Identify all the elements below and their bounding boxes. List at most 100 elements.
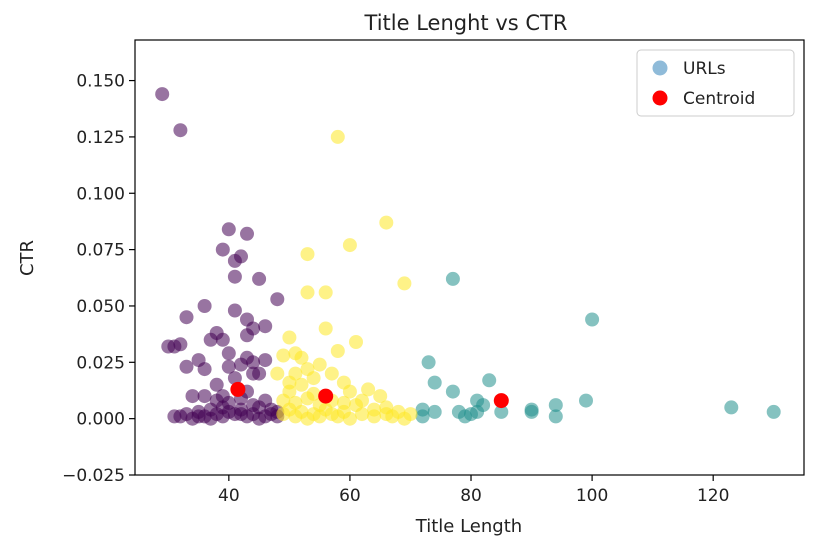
data-point: [179, 310, 194, 325]
y-tick-label: 0.125: [76, 128, 125, 148]
data-point: [397, 276, 412, 291]
data-point: [355, 407, 369, 422]
data-point: [227, 269, 242, 284]
data-point: [427, 375, 442, 390]
data-point: [282, 330, 297, 345]
data-point: [300, 285, 315, 300]
plot-frame: [134, 39, 805, 476]
data-point: [270, 366, 285, 381]
data-point: [494, 404, 509, 419]
data-point: [215, 332, 230, 347]
data-point: [336, 395, 351, 410]
data-point: [342, 411, 357, 426]
x-tick-label: 40: [218, 486, 240, 506]
data-point: [221, 222, 236, 237]
data-point: [300, 247, 315, 262]
legend: URLs Centroid: [636, 49, 795, 117]
legend-box: [636, 49, 795, 117]
centroid-point: [318, 388, 334, 404]
data-point: [173, 123, 188, 138]
data-point: [294, 350, 309, 365]
data-point: [282, 375, 297, 390]
y-axis: −0.025 0.000 0.025 0.050 0.075 0.100 0.125 0.15…: [62, 72, 135, 486]
data-point: [355, 393, 369, 408]
y-tick-label: 0.025: [76, 353, 125, 373]
y-tick-label: 0.100: [76, 184, 125, 204]
data-point: [185, 389, 200, 404]
data-point: [276, 393, 291, 408]
x-tick-label: 120: [697, 486, 729, 506]
centroid-point: [493, 393, 509, 409]
x-axis-label: Title Length: [415, 516, 522, 537]
centroid-layer: [230, 381, 509, 409]
data-point: [548, 409, 563, 424]
data-point: [385, 409, 400, 424]
data-point: [427, 404, 442, 419]
data-point: [421, 355, 436, 370]
y-axis-label: CTR: [17, 240, 38, 276]
data-point: [482, 373, 497, 388]
data-point: [221, 359, 236, 374]
data-point: [240, 226, 254, 241]
data-point: [445, 384, 460, 399]
data-point: [179, 359, 194, 374]
data-point: [342, 238, 357, 253]
data-point: [379, 215, 394, 230]
data-point: [209, 377, 224, 392]
x-tick-label: 100: [576, 486, 608, 506]
data-point: [306, 386, 321, 401]
x-axis: 40 60 80 100 120: [218, 475, 729, 506]
points-layer: [155, 87, 781, 426]
data-point: [585, 312, 600, 327]
data-point: [524, 404, 539, 419]
data-point: [252, 271, 267, 286]
data-point: [579, 393, 593, 408]
data-point: [373, 389, 388, 404]
data-point: [234, 357, 248, 372]
data-point: [470, 404, 485, 419]
data-point: [234, 407, 248, 422]
data-point: [246, 355, 261, 370]
data-point: [324, 366, 339, 381]
data-point: [367, 409, 382, 424]
data-point: [173, 337, 188, 352]
data-point: [318, 321, 333, 336]
data-point: [203, 332, 218, 347]
data-point: [227, 371, 242, 386]
chart-title: Title Lenght vs CTR: [364, 11, 568, 35]
data-point: [246, 398, 261, 413]
data-point: [766, 404, 781, 419]
y-tick-label: 0.050: [76, 297, 125, 317]
data-point: [197, 389, 212, 404]
data-point: [221, 395, 236, 410]
data-point: [276, 348, 291, 363]
x-tick-label: 60: [339, 486, 361, 506]
data-point: [203, 402, 218, 417]
legend-label: URLs: [683, 59, 726, 79]
data-point: [197, 362, 212, 377]
data-point: [246, 366, 261, 381]
data-point: [191, 404, 206, 419]
data-point: [288, 395, 303, 410]
data-point: [270, 292, 285, 307]
x-tick-label: 80: [460, 486, 482, 506]
data-point: [221, 346, 236, 361]
legend-label: Centroid: [683, 89, 755, 109]
data-point: [197, 299, 212, 313]
data-point: [330, 129, 345, 144]
legend-marker: [652, 60, 668, 76]
y-tick-label: 0.150: [76, 72, 125, 92]
data-point: [318, 285, 333, 300]
data-point: [215, 242, 230, 257]
data-point: [258, 353, 273, 368]
y-tick-label: −0.025: [62, 466, 125, 486]
data-point: [397, 411, 412, 426]
data-point: [330, 344, 345, 358]
centroid-point: [230, 381, 246, 397]
data-point: [155, 87, 170, 102]
data-point: [415, 402, 430, 417]
data-point: [312, 357, 327, 372]
data-point: [724, 400, 739, 415]
data-point: [342, 384, 357, 399]
